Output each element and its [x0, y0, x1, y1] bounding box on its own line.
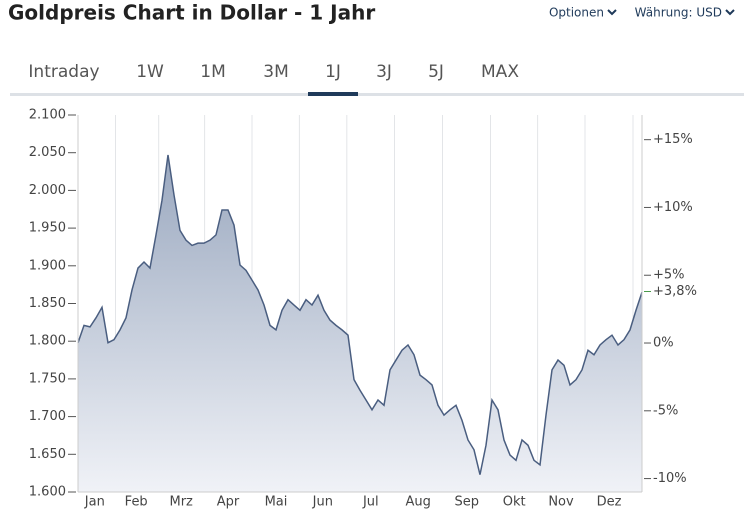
tab[interactable]: 1J: [325, 62, 341, 82]
x-tick-label: Jan: [84, 495, 105, 510]
x-tick-label: Dez: [597, 495, 622, 510]
y-tick-label: 1.850: [29, 296, 66, 311]
options-menu[interactable]: Optionen: [549, 6, 604, 20]
tab[interactable]: 1M: [200, 62, 225, 82]
y-tick-label: 1.900: [29, 258, 66, 273]
y2-tick-label: +5%: [653, 268, 685, 283]
y2-tick-label: -5%: [653, 403, 678, 418]
x-tick-label: Nov: [548, 495, 574, 510]
x-tick-label: Jul: [362, 495, 379, 510]
tab-bar: Intraday 1W 1M 3M 1J 3J 5J MAX: [28, 62, 519, 96]
tab[interactable]: 3M: [263, 62, 288, 82]
y-tick-label: 1.700: [29, 409, 66, 424]
annotation: +3,8%: [653, 284, 697, 299]
y2-tick-label: -10%: [653, 471, 687, 486]
x-tick-label: Mai: [265, 495, 288, 510]
x-tick-label: Okt: [503, 495, 526, 510]
x-tick-label: Aug: [406, 495, 431, 510]
y2-tick-label: +15%: [653, 132, 693, 147]
dropdown-icon: [607, 9, 617, 16]
tab[interactable]: MAX: [481, 62, 519, 82]
active-tab-indicator: [308, 92, 358, 96]
y-tick-label: 1.650: [29, 447, 66, 462]
price-line: [77, 154, 643, 475]
tab-divider: [10, 93, 744, 96]
y2-tick-label: +10%: [653, 200, 693, 215]
y-tick-label: 1.600: [29, 485, 66, 500]
x-tick-label: Sep: [455, 495, 480, 510]
area-fill: [78, 154, 642, 492]
y-tick-label: 1.800: [29, 334, 66, 349]
y-tick-label: 2.000: [29, 183, 66, 198]
x-tick-label: Apr: [217, 495, 240, 510]
currency-menu[interactable]: Währung: USD: [635, 6, 722, 20]
x-tick-label: Mrz: [170, 495, 194, 510]
tab[interactable]: Intraday: [28, 62, 99, 82]
y-tick-label: 2.050: [29, 145, 66, 160]
tab[interactable]: 5J: [428, 62, 444, 82]
tab[interactable]: 1W: [136, 62, 164, 82]
x-tick-label: Feb: [125, 495, 148, 510]
x-tick-label: Jun: [312, 495, 333, 510]
y-tick-label: 2.100: [29, 108, 66, 123]
y2-tick-label: 0%: [653, 336, 674, 351]
y-tick-label: 1.750: [29, 371, 66, 386]
tab[interactable]: 3J: [376, 62, 392, 82]
chart: 1.600 1.650 1.700 1.750 1.800 1.850 1.900 1.950…: [29, 108, 697, 510]
y-tick-label: 1.950: [29, 221, 66, 236]
dropdown-icon: [725, 9, 735, 16]
page-title: Goldpreis Chart in Dollar - 1 Jahr: [8, 1, 375, 25]
